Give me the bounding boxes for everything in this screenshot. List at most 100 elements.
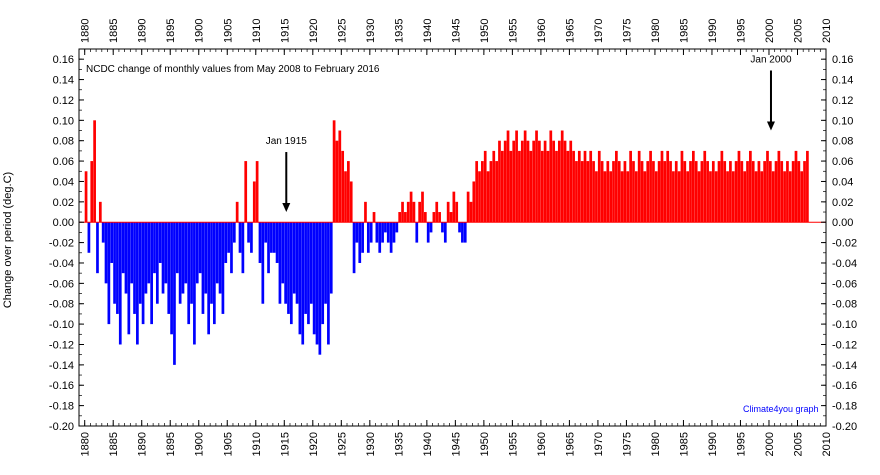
data-bar — [295, 222, 299, 304]
data-bar — [774, 161, 778, 223]
data-bar — [389, 222, 393, 253]
data-bar — [538, 140, 541, 223]
y-tick-label-right: -0.12 — [832, 339, 857, 351]
data-bar — [486, 171, 490, 223]
x-tick-label-top: 1960 — [536, 19, 548, 43]
data-bar — [355, 222, 359, 243]
data-bar — [552, 140, 555, 223]
data-bar — [583, 150, 587, 223]
y-tick-label-right: 0.08 — [832, 136, 853, 148]
data-bar — [566, 150, 570, 223]
data-bar — [364, 201, 367, 223]
data-bar — [369, 222, 373, 243]
data-bar — [298, 222, 302, 335]
data-bar — [575, 161, 578, 223]
y-tick-label-left: -0.06 — [49, 278, 74, 290]
data-bar — [612, 161, 615, 223]
x-tick-label-top: 1915 — [279, 19, 291, 43]
x-tick-label-top: 1940 — [422, 19, 434, 43]
data-bar — [281, 222, 285, 284]
data-bar — [529, 150, 533, 223]
data-bar — [455, 201, 459, 223]
data-bar — [227, 222, 230, 253]
data-bar — [341, 150, 345, 223]
data-bar — [255, 161, 259, 223]
data-bar — [706, 161, 709, 223]
data-bar — [304, 222, 307, 314]
data-bar — [449, 212, 453, 223]
data-bar — [743, 171, 747, 223]
data-bar — [409, 191, 413, 223]
data-bar — [572, 150, 575, 223]
data-bar — [623, 161, 627, 223]
data-bar — [384, 222, 387, 233]
data-bar — [481, 161, 484, 223]
data-bar — [717, 161, 721, 223]
data-bar — [210, 222, 213, 304]
data-bar — [686, 171, 689, 223]
data-bar — [737, 150, 741, 223]
data-bar — [127, 222, 131, 335]
data-bar — [121, 222, 125, 274]
data-bar — [452, 191, 456, 223]
data-bar — [107, 222, 111, 325]
x-tick-label-bottom: 2005 — [792, 432, 804, 456]
chart-title: NCDC change of monthly values from May 2… — [86, 64, 380, 75]
y-tick-label-right: 0.06 — [832, 156, 853, 168]
data-bar — [475, 161, 479, 223]
data-bar — [771, 171, 775, 223]
data-bar — [777, 150, 781, 223]
data-bar — [478, 171, 481, 223]
data-bar — [215, 222, 219, 284]
y-tick-label-right: 0.16 — [832, 54, 853, 66]
data-bar — [595, 171, 598, 223]
data-bar — [680, 150, 684, 223]
data-bar — [797, 161, 801, 223]
data-bar — [96, 222, 99, 274]
data-bar — [406, 201, 410, 223]
x-tick-label-bottom: 1995 — [735, 432, 747, 456]
data-bar — [794, 150, 798, 223]
annotation-label: Jan 1915 — [266, 136, 308, 147]
data-bar — [786, 161, 789, 223]
data-bar — [589, 150, 593, 223]
data-bar — [164, 222, 168, 284]
x-tick-label-bottom: 1965 — [564, 432, 576, 456]
data-bar — [101, 222, 105, 243]
data-bar — [606, 161, 610, 223]
data-bar — [654, 171, 658, 223]
data-bar — [415, 222, 419, 243]
axes-layer: -0.20 -0.20 -0.18 -0.18 -0.16 -0.16 -0.14 -0.14… — [49, 19, 857, 457]
data-bar — [500, 150, 504, 223]
data-bar — [492, 150, 496, 223]
data-bar — [766, 150, 769, 223]
data-bar — [230, 222, 233, 274]
data-bar — [235, 201, 239, 223]
y-tick-label-left: 0.02 — [53, 197, 74, 209]
data-bar — [244, 161, 248, 223]
data-bar — [652, 161, 655, 223]
data-bar — [241, 222, 245, 274]
data-bar — [318, 222, 322, 355]
data-bar — [557, 140, 561, 223]
data-bar — [190, 222, 193, 304]
x-tick-label-bottom: 1960 — [536, 432, 548, 456]
x-tick-label-top: 1990 — [707, 19, 719, 43]
x-tick-label-bottom: 1925 — [336, 432, 348, 456]
data-bar — [632, 161, 635, 223]
data-bar — [272, 222, 276, 253]
data-bar — [204, 222, 208, 294]
x-tick-label-top: 1890 — [137, 19, 149, 43]
data-bar — [338, 130, 342, 223]
data-bar — [746, 161, 749, 223]
data-bar — [292, 222, 296, 294]
x-tick-label-bottom: 1985 — [678, 432, 690, 456]
data-bar — [312, 222, 316, 335]
data-bar — [714, 171, 718, 223]
y-tick-label-right: 0.12 — [832, 95, 853, 107]
x-tick-label-top: 2010 — [821, 19, 833, 43]
data-bar — [124, 222, 128, 294]
y-tick-label-left: 0.16 — [53, 54, 74, 66]
data-bar — [329, 222, 333, 294]
